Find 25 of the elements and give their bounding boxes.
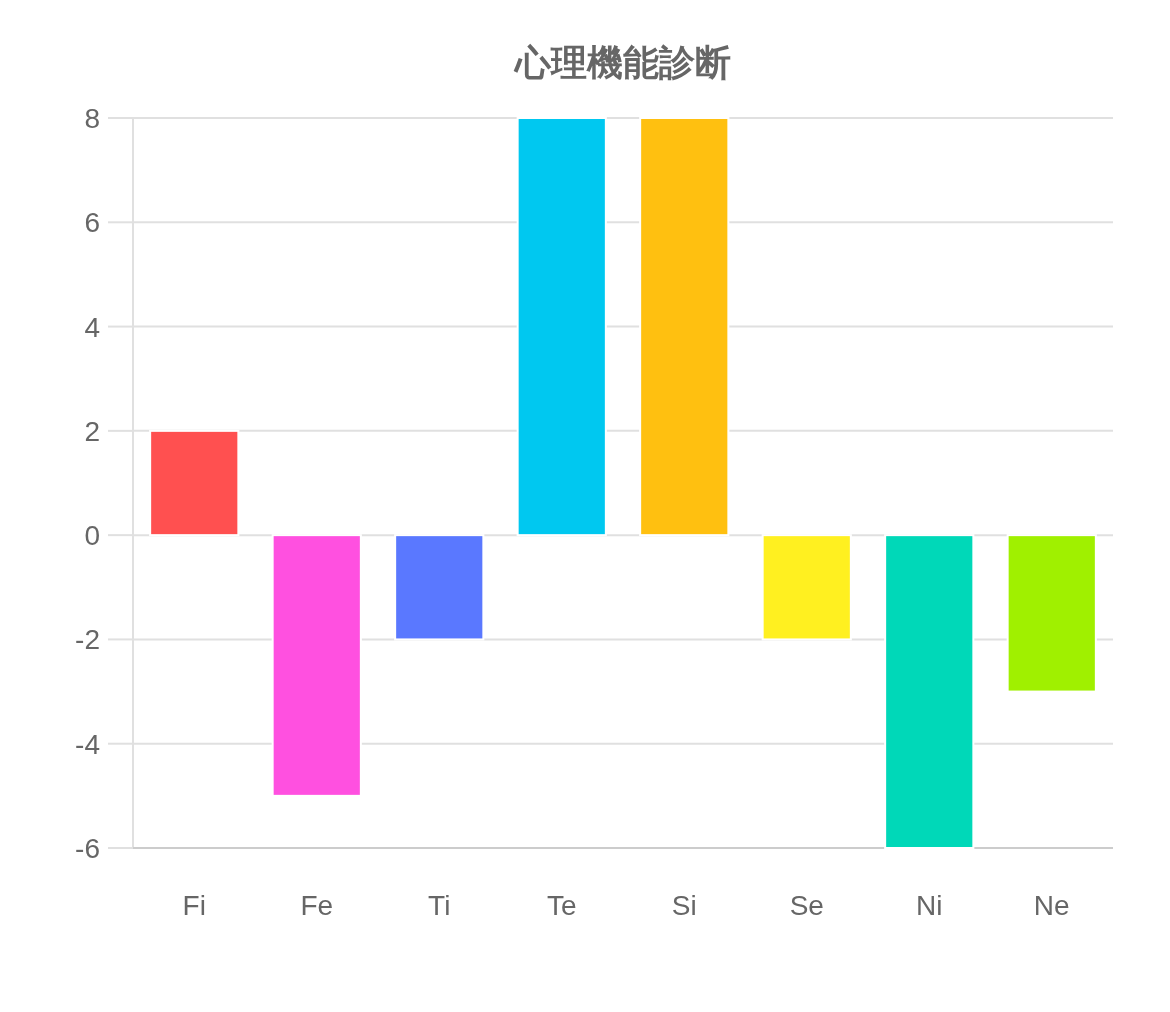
x-tick-label: Se: [789, 890, 824, 921]
y-tick-label: -6: [75, 833, 100, 864]
bar: [1006, 534, 1097, 693]
y-tick-label: 6: [84, 207, 100, 239]
x-tick-label: Fe: [300, 890, 334, 921]
x-tick-label: Ne: [1033, 890, 1070, 921]
bar: [271, 534, 362, 797]
x-tick-label: Ti: [428, 890, 451, 921]
bar: [761, 534, 852, 641]
bar: [516, 117, 607, 537]
y-tick-label: 8: [84, 103, 100, 134]
x-tick-label: Te: [546, 890, 577, 921]
x-tick-label: Si: [671, 890, 697, 921]
bar: [884, 534, 975, 849]
y-tick-label: 4: [84, 311, 100, 343]
x-tick-label: Ni: [916, 890, 943, 921]
bar: [394, 534, 485, 641]
x-tick-label: Fi: [182, 890, 206, 921]
y-tick-label: -4: [75, 728, 100, 760]
y-tick-label: -2: [75, 624, 100, 656]
bar: [149, 429, 240, 537]
y-tick-label: 2: [84, 415, 100, 447]
chart-title: 心理機能診断: [513, 42, 731, 83]
y-tick-label: 0: [84, 520, 100, 552]
bar: [639, 117, 730, 537]
